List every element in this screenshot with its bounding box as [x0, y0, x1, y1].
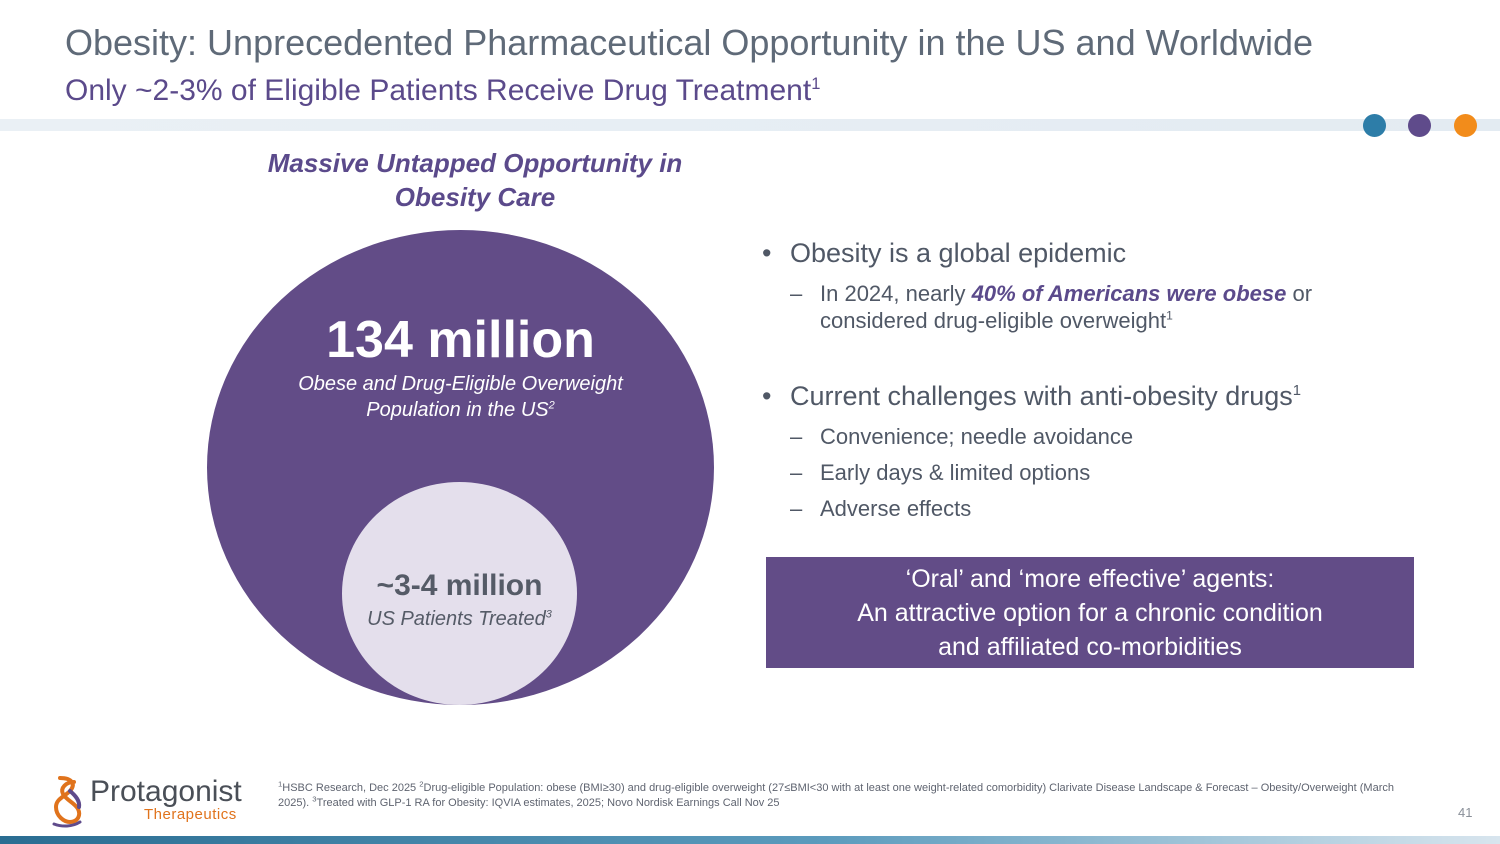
treated-patients-footnote-ref: 3	[545, 608, 552, 621]
dash-icon: –	[790, 496, 803, 521]
slide-subtitle: Only ~2-3% of Eligible Patients Receive …	[65, 74, 820, 108]
sub-bullet-footnote-ref: 1	[1166, 308, 1173, 323]
sub-bullet-line2-text: considered drug-eligible overweight	[820, 308, 1167, 333]
eligible-population-label: Obese and Drug-Eligible Overweight Popul…	[257, 371, 664, 423]
orange-dot-icon	[1454, 114, 1477, 137]
footnote-2: Drug-eligible Population: obese (BMI≥30)…	[278, 782, 1394, 809]
bullet-challenges-text: Current challenges with anti-obesity dru…	[790, 381, 1293, 411]
header-divider-band	[0, 119, 1500, 131]
sub-bullet-americans-obese: – In 2024, nearly 40% of Americans were o…	[790, 280, 1390, 334]
protagonist-logo: Protagonist Therapeutics	[50, 774, 260, 830]
opportunity-heading: Massive Untapped Opportunity in Obesity …	[267, 148, 683, 212]
subtitle-text: Only ~2-3% of Eligible Patients Receive …	[65, 74, 812, 107]
sub-bullet-adverse-effects: – Adverse effects	[790, 496, 971, 522]
callout-line2: An attractive option for a chronic condi…	[857, 598, 1323, 627]
teal-dot-icon	[1363, 114, 1386, 137]
page-number: 41	[1458, 805, 1473, 820]
dash-icon: –	[790, 460, 803, 485]
footnote-3: Treated with GLP-1 RA for Obesity: IQVIA…	[316, 797, 780, 809]
sub-bullet-early-days-text: Early days & limited options	[820, 460, 1091, 485]
footnote-2-ref: 2	[419, 779, 424, 789]
logo-name: Protagonist	[90, 775, 242, 808]
footer-band	[0, 836, 1500, 844]
treated-patients-label: US Patients Treated3	[362, 606, 557, 633]
sub-bullet-early-days: – Early days & limited options	[790, 460, 1090, 486]
sub-bullet-convenience-text: Convenience; needle avoidance	[820, 424, 1134, 449]
bullet-epidemic: • Obesity is a global epidemic	[762, 238, 1126, 269]
callout-line1: ‘Oral’ and ‘more effective’ agents:	[905, 564, 1275, 593]
eligible-population-label-text: Obese and Drug-Eligible Overweight Popul…	[298, 373, 623, 421]
oral-agents-callout: ‘Oral’ and ‘more effective’ agents: An a…	[766, 557, 1414, 668]
dash-icon: –	[790, 281, 803, 306]
sub-bullet-convenience: – Convenience; needle avoidance	[790, 424, 1133, 450]
bullet-challenges: • Current challenges with anti-obesity dr…	[762, 381, 1301, 412]
sub-bullet-emphasis: 40% of Americans were obese	[971, 281, 1287, 306]
footnote-1: HSBC Research, Dec 2025	[282, 782, 420, 794]
subtitle-footnote-ref: 1	[811, 75, 821, 93]
sub-bullet-adverse-effects-text: Adverse effects	[820, 496, 972, 521]
protagonist-logo-icon	[52, 776, 82, 828]
purple-dot-icon	[1408, 114, 1431, 137]
bullet-dot-icon: •	[762, 381, 772, 411]
bullet-challenges-footnote-ref: 1	[1292, 383, 1302, 399]
eligible-population-footnote-ref: 2	[548, 399, 555, 412]
footnotes: 1HSBC Research, Dec 2025 2Drug-eligible …	[278, 779, 1408, 811]
eligible-population-value: 134 million	[326, 311, 595, 369]
sub-bullet-line2: considered drug-eligible overweight1	[790, 307, 1390, 334]
sub-bullet-pre-text: In 2024, nearly	[820, 281, 972, 306]
footnote-1-ref: 1	[278, 779, 283, 789]
treated-patients-value: ~3-4 million	[376, 569, 543, 602]
sub-bullet-post-text: or	[1286, 281, 1313, 306]
treated-patients-label-text: US Patients Treated	[367, 608, 546, 630]
bullet-dot-icon: •	[762, 238, 772, 268]
footnote-3-ref: 3	[312, 794, 317, 804]
slide-title: Obesity: Unprecedented Pharmaceutical Op…	[65, 22, 1313, 63]
bullet-epidemic-text: Obesity is a global epidemic	[790, 238, 1127, 268]
dash-icon: –	[790, 424, 803, 449]
logo-subtitle: Therapeutics	[144, 806, 237, 823]
treated-patients-circle	[342, 482, 577, 705]
callout-line3: and affiliated co-morbidities	[938, 632, 1242, 661]
